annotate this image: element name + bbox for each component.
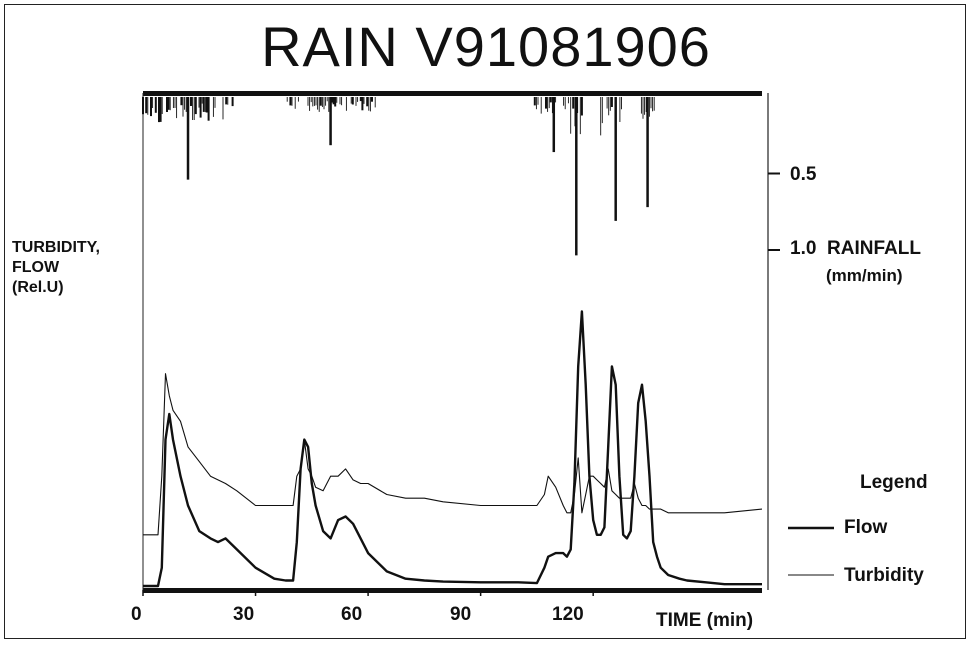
rainfall-top-axis-bar <box>143 91 762 96</box>
rainfall-event-4 <box>600 97 622 221</box>
legend-label-turbidity: Turbidity <box>844 565 924 586</box>
y-axis-label-left-line-3: (Rel.U) <box>12 279 64 296</box>
y-axis-label-left-line-1: TURBIDITY, <box>12 239 100 256</box>
rainfall-event-2 <box>533 97 575 153</box>
rainfall-event-3 <box>570 97 583 256</box>
rainfall-event-1 <box>286 97 376 146</box>
x-tick-label-90: 90 <box>450 604 472 625</box>
y-axis-label-left-line-2: FLOW <box>12 259 60 276</box>
x-tick-label-30: 30 <box>233 604 255 625</box>
rainfall-tick-label-1.0: 1.0 <box>790 238 817 259</box>
series-line-flow <box>143 310 762 588</box>
legend-label-flow: Flow <box>844 517 888 538</box>
x-tick-label-60: 60 <box>341 604 363 625</box>
rainfall-tick-label-0.5: 0.5 <box>790 164 817 185</box>
x-axis-bar <box>143 588 762 593</box>
rainfall-event-0 <box>142 97 234 180</box>
chart-frame <box>4 4 966 639</box>
x-tick-label-120: 120 <box>552 604 584 625</box>
x-axis-label: TIME (min) <box>656 610 754 631</box>
x-tick-label-0: 0 <box>131 604 142 625</box>
legend-title: Legend <box>860 472 928 493</box>
chart-title: RAIN V91081906 <box>261 15 711 78</box>
y-axis-label-right-line-2: (mm/min) <box>826 266 903 285</box>
y-axis-label-right-line-1: RAINFALL <box>827 238 921 259</box>
rainfall-event-5 <box>640 97 655 208</box>
series-line-turbidity <box>143 373 763 536</box>
